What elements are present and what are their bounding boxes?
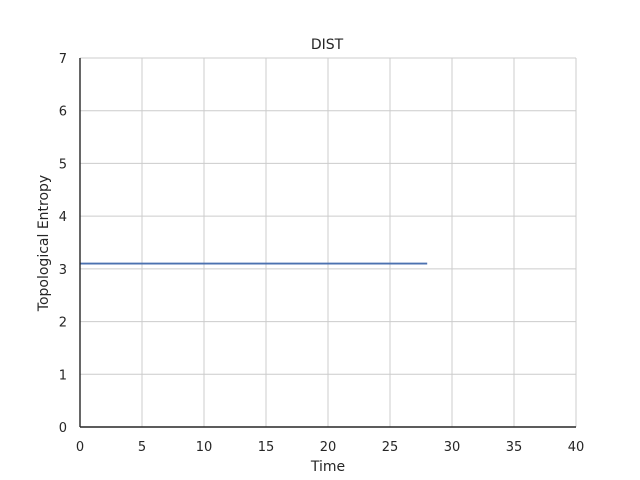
y-tick-label: 0 bbox=[59, 421, 67, 436]
x-tick-label: 40 bbox=[568, 440, 585, 455]
y-tick-label: 5 bbox=[59, 157, 67, 172]
x-axis-label: Time bbox=[310, 459, 345, 475]
axes bbox=[79, 58, 576, 428]
x-tick-label: 0 bbox=[76, 440, 84, 455]
grid bbox=[79, 57, 577, 428]
x-tick-label: 35 bbox=[506, 440, 523, 455]
y-tick-label: 6 bbox=[59, 105, 67, 120]
x-tick-label: 30 bbox=[444, 440, 461, 455]
y-tick-label: 2 bbox=[59, 316, 67, 331]
x-tick-label: 5 bbox=[138, 440, 146, 455]
y-tick-label: 7 bbox=[59, 52, 67, 67]
y-tick-label: 3 bbox=[59, 263, 67, 278]
y-tick-label: 4 bbox=[59, 210, 67, 225]
x-tick-labels: 0 5 10 15 20 25 30 35 40 bbox=[76, 440, 584, 455]
y-axis-label: Topological Entropy bbox=[36, 175, 52, 312]
y-tick-label: 1 bbox=[59, 368, 67, 383]
x-tick-label: 15 bbox=[258, 440, 275, 455]
x-tick-label: 10 bbox=[196, 440, 213, 455]
x-tick-label: 20 bbox=[320, 440, 337, 455]
y-tick-labels: 0 1 2 3 4 5 6 7 bbox=[59, 52, 67, 436]
chart-title: DIST bbox=[311, 37, 344, 53]
x-tick-label: 25 bbox=[382, 440, 399, 455]
